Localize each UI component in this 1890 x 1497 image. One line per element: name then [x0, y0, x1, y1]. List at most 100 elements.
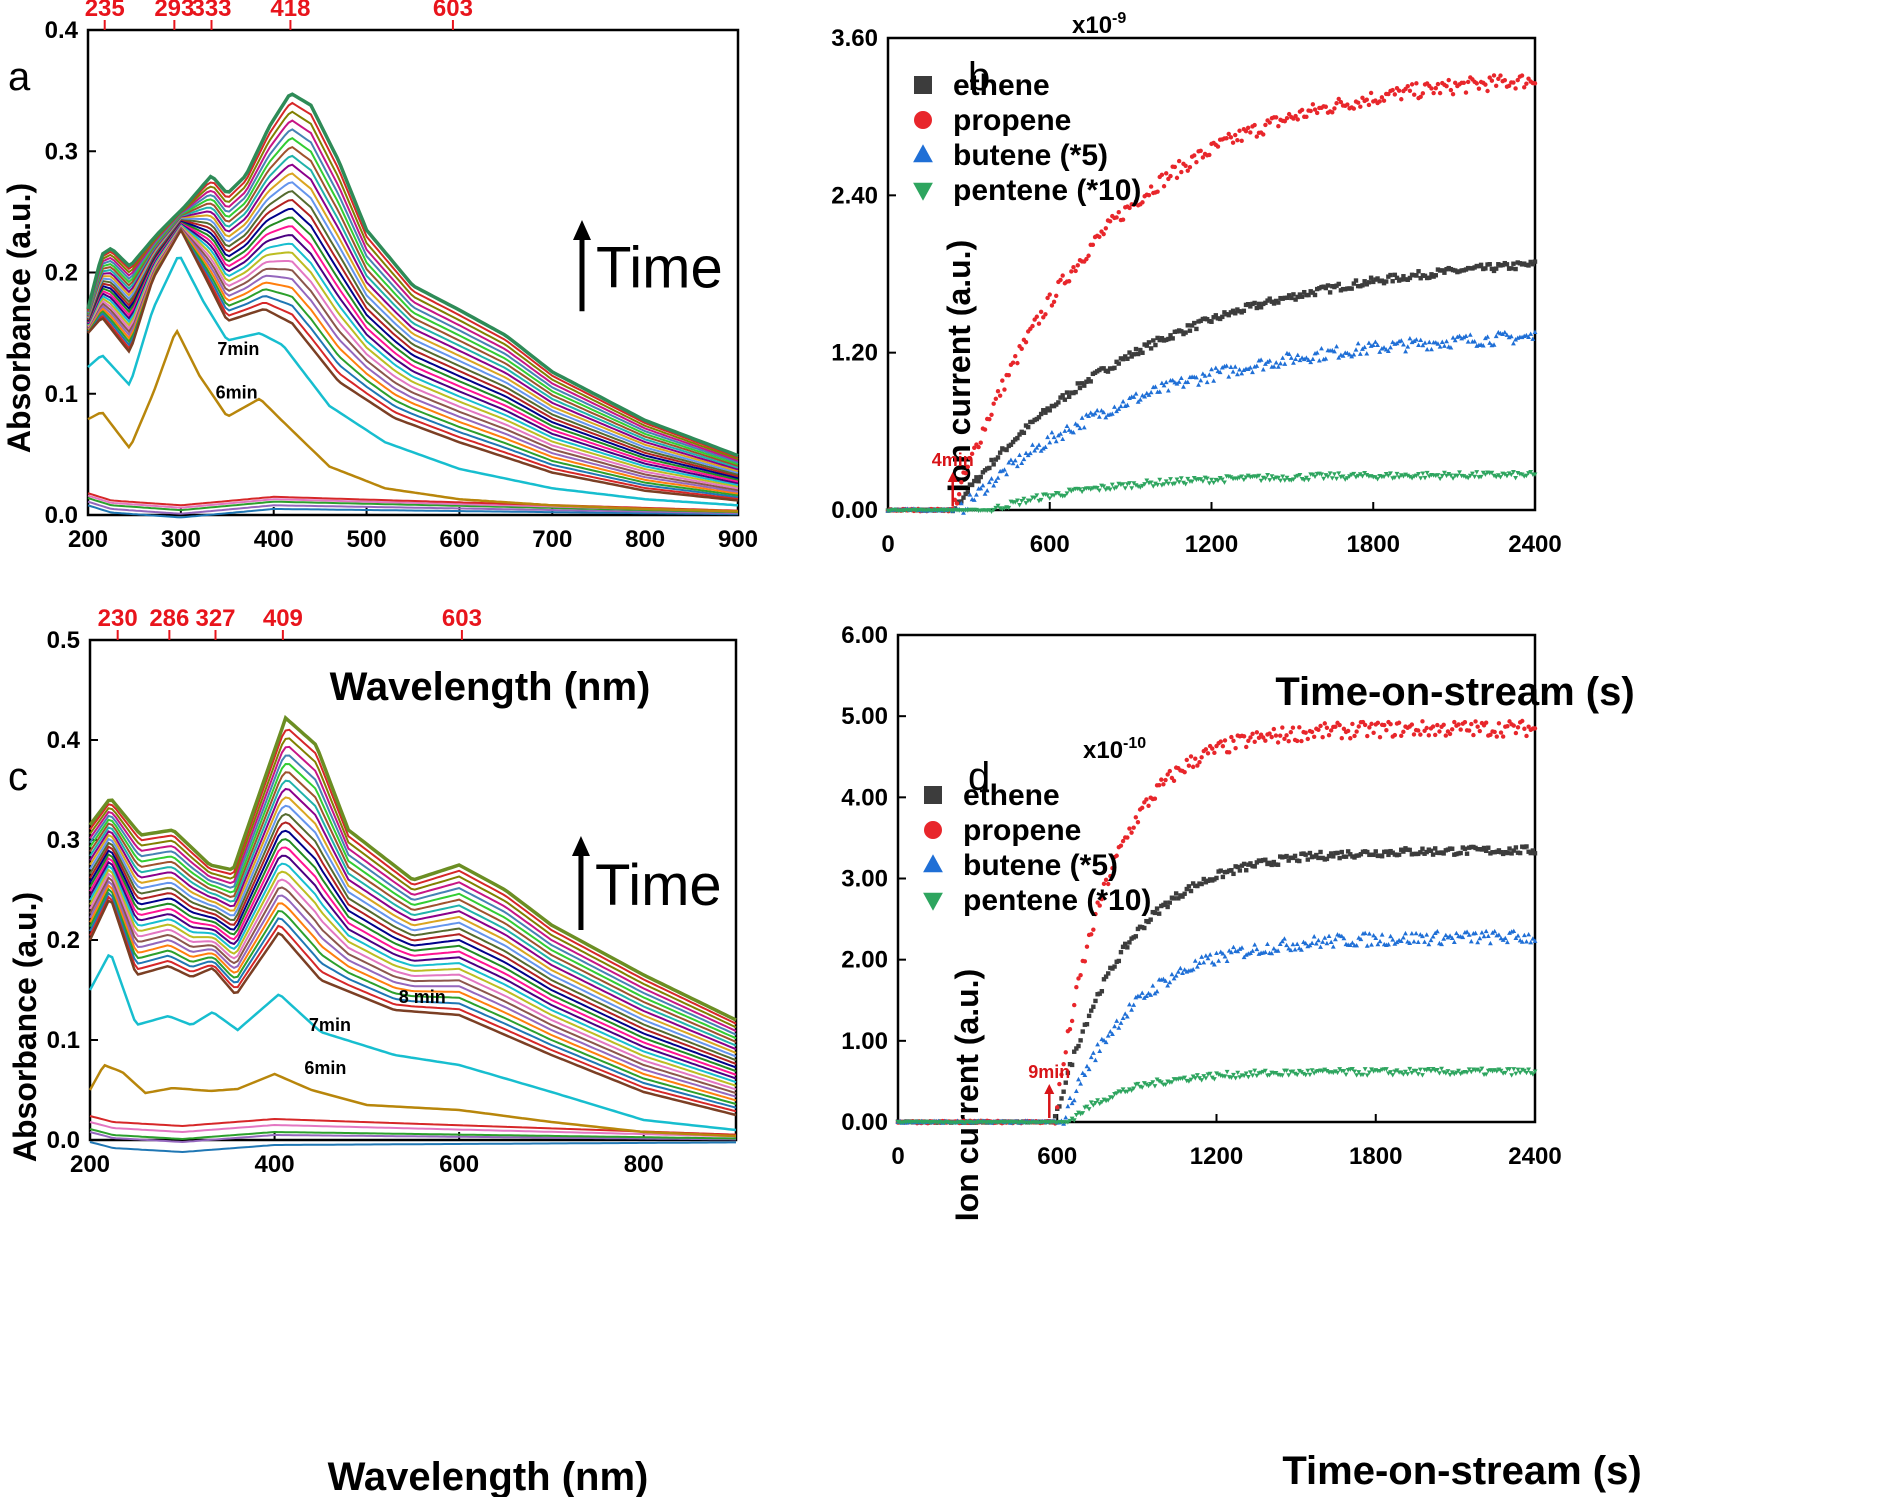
data-point: [1086, 1107, 1092, 1112]
data-point: [1163, 379, 1169, 385]
y-tick-label: 0.4: [45, 17, 79, 44]
data-point: [1334, 476, 1340, 482]
data-point: [1142, 394, 1148, 399]
data-point: [1125, 835, 1130, 840]
data-point: [1312, 292, 1318, 298]
data-point: [1245, 301, 1251, 307]
data-point: [1112, 964, 1117, 969]
data-point: [1120, 944, 1126, 950]
data-point: [1093, 1057, 1098, 1063]
spectrum-line: [89, 838, 737, 1073]
spectrum-line: [89, 821, 737, 1065]
data-point: [1127, 350, 1132, 355]
data-point: [991, 462, 996, 467]
data-point: [1209, 1075, 1215, 1081]
data-point: [1069, 269, 1074, 274]
data-point: [1084, 1104, 1090, 1110]
spectrum-final: [88, 714, 737, 1022]
data-point: [1515, 933, 1521, 938]
spectrum-line: [89, 804, 737, 1058]
data-point: [1450, 335, 1456, 340]
data-point: [1064, 491, 1070, 496]
data-point: [1386, 852, 1391, 858]
data-point: [1502, 935, 1508, 941]
data-point: [1079, 415, 1085, 420]
data-point: [1071, 1118, 1077, 1123]
data-point: [1347, 352, 1352, 357]
data-point: [1530, 848, 1536, 853]
data-point: [1127, 395, 1132, 401]
data-point: [1263, 122, 1268, 128]
data-point: [1532, 726, 1538, 731]
data-point: [1420, 846, 1425, 851]
data-point: [1286, 1073, 1292, 1078]
data-point: [1241, 1073, 1247, 1079]
spectrum-line: [89, 872, 737, 1091]
data-point: [1302, 289, 1307, 295]
baseline-spectrum: [87, 497, 739, 514]
data-point: [1365, 849, 1370, 855]
data-point: [1461, 80, 1467, 85]
data-point: [1084, 1022, 1090, 1027]
data-point: [1485, 334, 1490, 339]
data-point: [1416, 471, 1421, 477]
data-point: [1271, 726, 1277, 732]
data-point: [1513, 730, 1519, 736]
data-point: [1015, 435, 1020, 441]
data-point: [1073, 1113, 1079, 1118]
x-tick-label: 500: [347, 526, 387, 553]
data-point: [1305, 736, 1311, 742]
data-point: [1288, 947, 1294, 953]
data-point: [1077, 425, 1083, 431]
data-point: [1532, 1069, 1538, 1074]
data-point: [1528, 469, 1534, 475]
spectrum-line: [89, 883, 737, 1102]
data-point: [1360, 283, 1365, 288]
data-point: [1311, 734, 1317, 739]
data-point: [1487, 262, 1492, 267]
data-point: [1388, 721, 1393, 727]
data-point: [1171, 896, 1177, 901]
data-point: [1329, 476, 1335, 481]
data-point: [978, 485, 984, 491]
data-point: [1479, 930, 1485, 935]
data-point: [1245, 473, 1251, 478]
data-point: [1262, 476, 1268, 481]
data-point: [1326, 853, 1332, 859]
data-point: [1280, 355, 1286, 360]
data-point: [1201, 876, 1206, 882]
y-tick-label: 0.0: [45, 502, 78, 529]
data-point: [1062, 428, 1068, 433]
x-tick-label: 600: [439, 526, 479, 553]
data-point: [1148, 1081, 1154, 1087]
data-point: [1084, 944, 1090, 949]
spectrum-line: [89, 787, 737, 1051]
data-point: [1241, 861, 1247, 867]
y-tick-label: 0.3: [47, 827, 80, 854]
data-point: [1296, 1068, 1302, 1074]
data-point: [1466, 1067, 1472, 1072]
data-point: [1483, 1072, 1489, 1077]
data-point: [1122, 1011, 1128, 1016]
data-point: [1077, 385, 1083, 391]
spectrum-line: [87, 223, 739, 492]
spectrum-line: [89, 813, 737, 1062]
data-point: [1483, 720, 1489, 725]
data-point: [1401, 849, 1406, 854]
data-point: [1448, 473, 1454, 478]
data-point: [1204, 379, 1210, 385]
data-point: [1316, 358, 1322, 363]
data-point: [1189, 479, 1195, 485]
data-point: [1269, 950, 1275, 956]
data-point: [1314, 110, 1320, 116]
data-point: [1348, 736, 1353, 741]
data-point: [1434, 928, 1440, 934]
data-point: [1086, 486, 1091, 491]
data-point: [1491, 268, 1497, 274]
data-point: [1151, 338, 1156, 343]
data-point: [1182, 1075, 1188, 1081]
data-point: [1114, 215, 1119, 220]
data-point: [1308, 359, 1314, 365]
data-point: [1101, 1037, 1107, 1043]
